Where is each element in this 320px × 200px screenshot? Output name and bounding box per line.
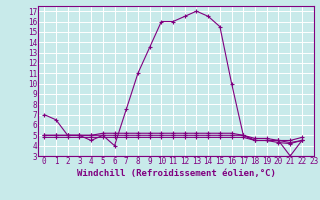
X-axis label: Windchill (Refroidissement éolien,°C): Windchill (Refroidissement éolien,°C) [76, 169, 276, 178]
